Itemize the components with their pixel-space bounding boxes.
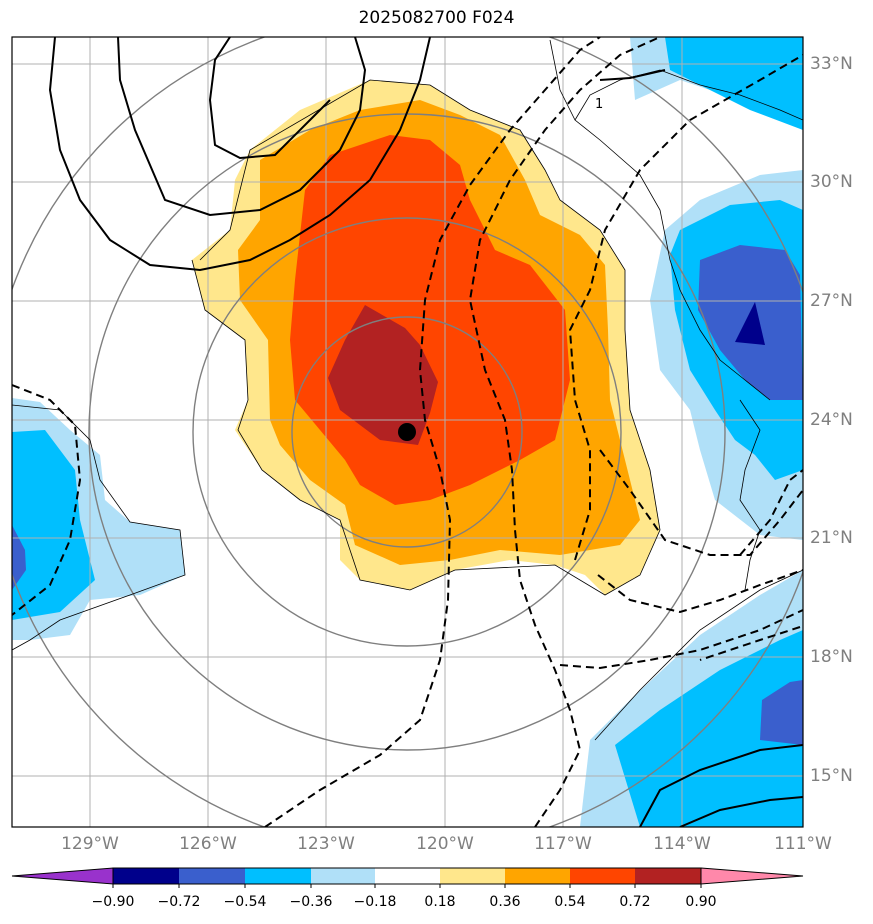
svg-text:1: 1 [595, 97, 603, 112]
colorbar-label: 0.18 [424, 894, 456, 910]
lon-label-114w: 114°W [653, 834, 711, 854]
colorbar-label: −0.90 [91, 894, 135, 910]
negative-anomaly-northeast [630, 37, 803, 540]
solid-contours [48, 37, 803, 827]
lat-label-30n: 30°N [810, 172, 853, 192]
lat-label-24n: 24°N [810, 410, 853, 430]
map-title: 2025082700 F024 [358, 8, 515, 28]
lon-label-120w: 120°W [416, 834, 474, 854]
lat-label-27n: 27°N [810, 291, 853, 311]
negative-anomaly-west [12, 398, 185, 640]
graticule [12, 37, 803, 827]
colorbar-label: −0.54 [223, 894, 267, 910]
lat-label-18n: 18°N [810, 647, 853, 667]
colorbar-label: 0.72 [619, 894, 651, 910]
lon-label-123w: 123°W [297, 834, 355, 854]
contour-label-1: 1 [595, 97, 603, 112]
colorbar-label: −0.72 [157, 894, 201, 910]
storm-center-marker [398, 423, 416, 441]
positive-anomaly-core [192, 80, 660, 595]
colorbar-label: 0.90 [685, 894, 717, 910]
colorbar-label: −0.36 [289, 894, 333, 910]
lat-label-15n: 15°N [810, 766, 853, 786]
lon-label-126w: 126°W [179, 834, 237, 854]
colorbar-label: −0.18 [353, 894, 397, 910]
coastline [12, 39, 803, 741]
lon-label-117w: 117°W [534, 834, 592, 854]
lon-label-129w: 129°W [61, 834, 119, 854]
colorbar [11, 867, 804, 888]
negative-anomaly-southeast [580, 570, 803, 827]
colorbar-label: 0.54 [554, 894, 586, 910]
dashed-contours [12, 37, 803, 827]
plot-frame [11, 36, 804, 828]
lat-label-33n: 33°N [810, 54, 853, 74]
lat-label-21n: 21°N [810, 528, 853, 548]
colorbar-label: 0.36 [489, 894, 521, 910]
lon-label-111w: 111°W [774, 834, 832, 854]
